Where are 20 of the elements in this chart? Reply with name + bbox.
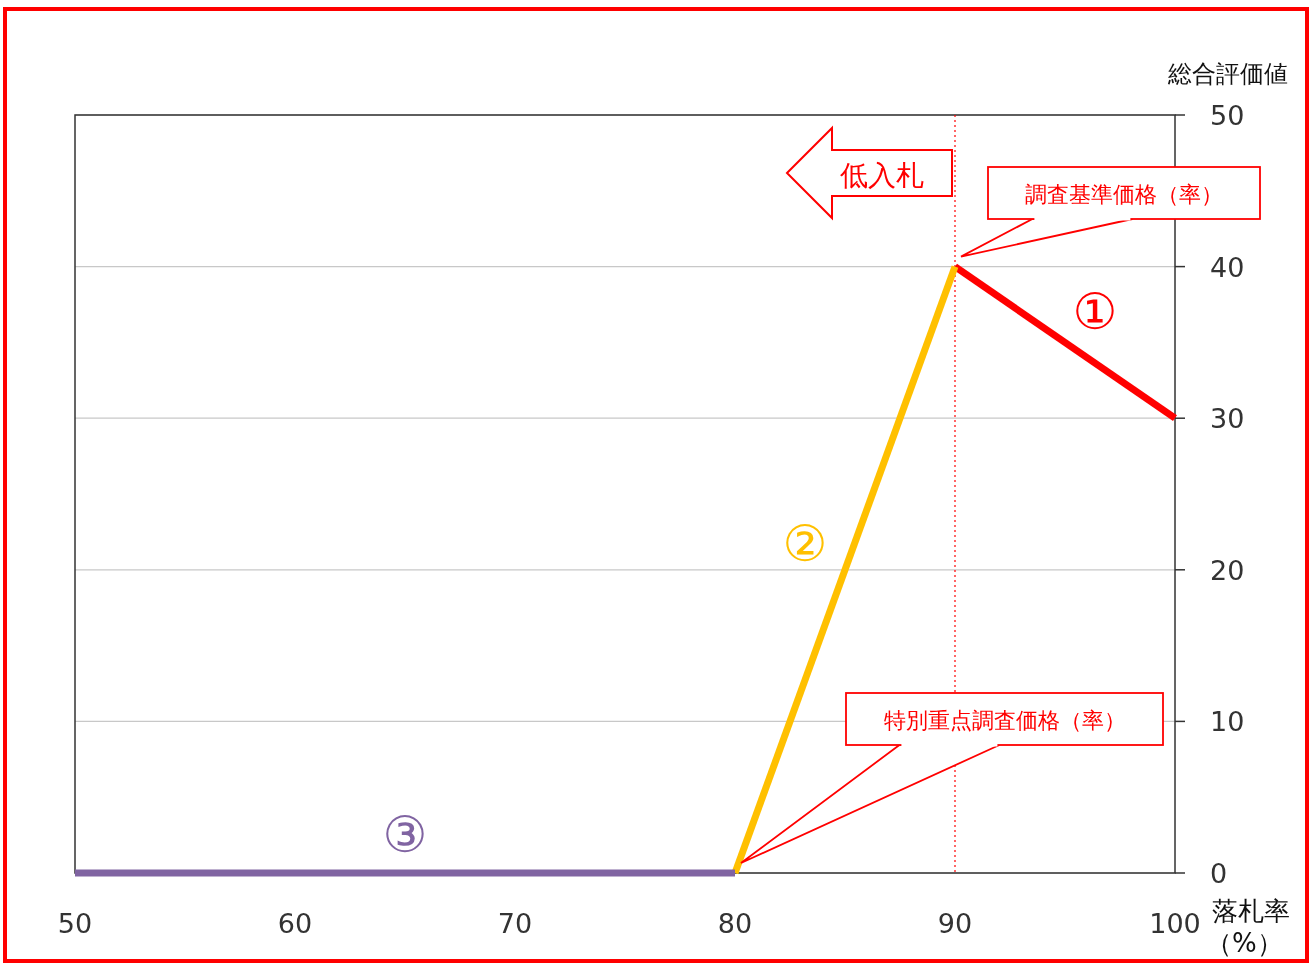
legend-label: ① (1072, 283, 1118, 342)
series-label: ② (782, 514, 828, 573)
y-axis-title: 総合評価値 (1167, 60, 1288, 88)
y-tick-label: 10 (1210, 706, 1245, 738)
x-tick-label: 100 (1149, 908, 1201, 939)
y-tick-label: 30 (1210, 403, 1245, 435)
series-label: ③ (382, 806, 428, 864)
annotation: 調査基準価格（率） (1025, 182, 1223, 207)
x-tick-label: 90 (937, 908, 973, 939)
annotation: 低入札 (840, 159, 924, 192)
annotation: 特別重点調査価格（率） (883, 708, 1126, 733)
x-axis-title: 落札率（%） (1206, 896, 1290, 958)
x-tick-label: 70 (497, 908, 533, 939)
y-tick-label: 0 (1210, 858, 1228, 889)
y-tick-label: 20 (1210, 554, 1245, 586)
x-tick-label: 60 (277, 908, 313, 939)
y-tick-label: 50 (1210, 100, 1245, 131)
x-tick-label: 50 (57, 908, 93, 939)
y-tick-label: 40 (1210, 251, 1245, 283)
x-tick-label: 80 (717, 908, 753, 939)
